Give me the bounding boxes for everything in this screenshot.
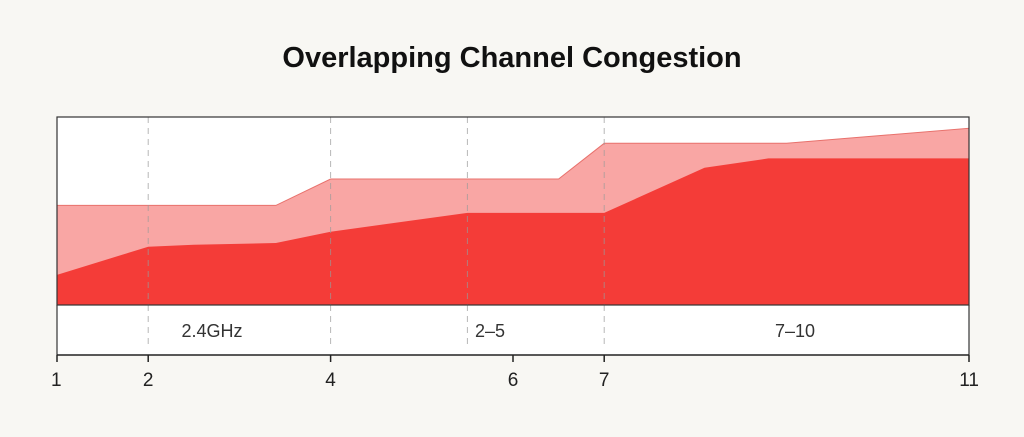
x-tick-label: 11 xyxy=(959,370,979,391)
band-strip xyxy=(57,305,969,355)
x-tick-label: 7 xyxy=(599,370,610,391)
x-axis: 1 2 4 6 7 11 xyxy=(51,355,979,391)
x-tick-label: 4 xyxy=(325,370,336,391)
x-tick-label: 1 xyxy=(51,370,62,391)
area-series-2 xyxy=(57,158,969,305)
plot-border xyxy=(56,116,970,306)
band-label: 2.4GHz xyxy=(181,321,242,341)
gridlines xyxy=(147,117,605,347)
band-label: 7–10 xyxy=(775,321,815,341)
band-label: 2–5 xyxy=(475,321,505,341)
x-tick-label: 6 xyxy=(508,370,519,391)
x-tick-label: 2 xyxy=(143,370,154,391)
band-labels: 2.4GHz 2–5 7–10 xyxy=(181,321,815,341)
chart-title: Overlapping Channel Congestion xyxy=(282,42,742,74)
